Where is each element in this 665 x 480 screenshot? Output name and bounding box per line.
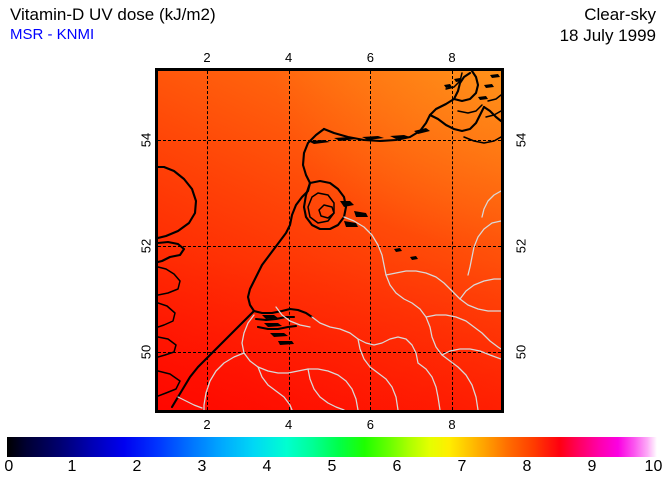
sky-condition-label: Clear-sky [584,5,656,24]
colorbar-gradient [7,437,657,457]
latitude-tick-label: 50 [138,344,154,359]
page-title: Vitamin-D UV dose (kJ/m2) [10,5,216,24]
longitude-tick-label: 6 [366,50,374,65]
colorbar-tick-label: 2 [132,458,142,475]
colorbar-tick-label: 5 [327,458,337,475]
colorbar-tick-label: 6 [392,458,402,475]
longitude-tick-label: 2 [203,50,211,65]
longitude-tick-label: 8 [448,50,456,65]
longitude-tick-label: 8 [448,417,456,432]
gridline-latitude [158,245,501,247]
colorbar: 0 1 2 3 4 5 6 7 8 9 10 [4,437,662,479]
gridline-longitude [452,71,453,410]
map-frame [155,68,504,413]
geography-overlay [158,71,501,410]
uv-dose-map [155,68,504,413]
colorbar-tick-label: 10 [644,458,663,475]
colorbar-tick-label: 7 [457,458,467,475]
latitude-tick-label: 50 [513,344,529,359]
colorbar-tick-labels: 0 1 2 3 4 5 6 7 8 9 10 [4,457,662,479]
latitude-tick-label: 54 [513,132,529,148]
colorbar-tick-label: 4 [262,458,272,475]
longitude-tick-label: 4 [285,50,293,65]
gridline-longitude [288,71,290,410]
map-field [158,71,501,410]
colorbar-tick-label: 8 [522,458,532,475]
date-label: 18 July 1999 [559,26,656,45]
gridline-longitude [207,71,208,410]
header-right: Clear-sky 18 July 1999 [560,4,656,46]
colorbar-tick-label: 1 [67,458,77,475]
latitude-tick-label: 52 [513,238,529,254]
latitude-tick-label: 54 [138,132,154,148]
gridline-latitude [158,351,501,353]
longitude-tick-label: 4 [285,417,293,432]
colorbar-tick-label: 0 [4,458,14,475]
colorbar-tick-label: 9 [587,458,597,475]
longitude-tick-label: 2 [203,417,211,432]
longitude-tick-label: 6 [366,417,374,432]
data-source-label: MSR - KNMI [10,26,95,43]
colorbar-tick-label: 3 [197,458,207,475]
gridline-latitude [158,139,501,141]
latitude-tick-label: 52 [138,238,154,254]
gridline-longitude [370,71,372,410]
header-left: Vitamin-D UV dose (kJ/m2) MSR - KNMI [10,4,216,44]
